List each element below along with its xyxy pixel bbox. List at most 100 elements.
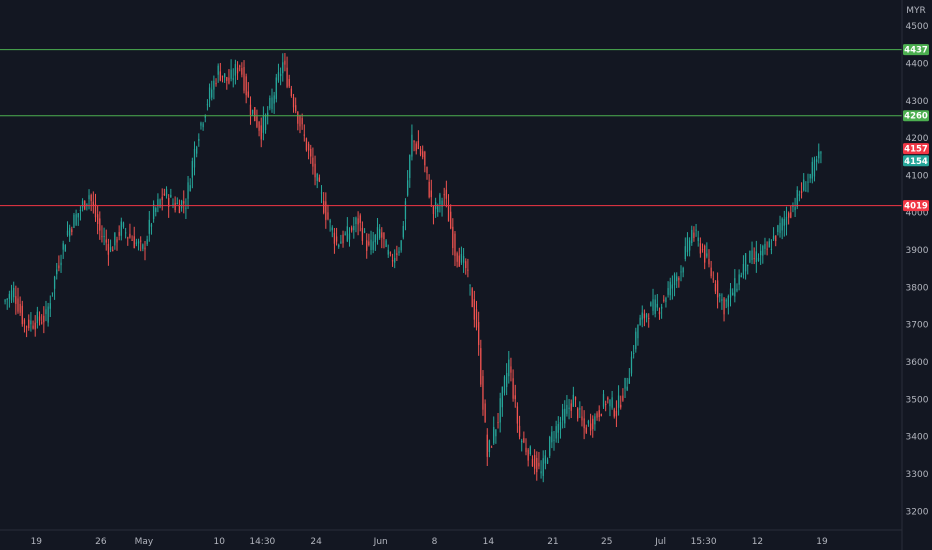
candle-body <box>749 250 751 263</box>
candle-body <box>51 292 54 294</box>
level-badge <box>903 110 929 122</box>
candle-body <box>213 80 215 90</box>
candle-body <box>191 161 194 178</box>
candle-body <box>236 67 239 74</box>
candle-body <box>15 296 17 304</box>
candle-body <box>333 232 336 244</box>
price-badge-label: 4157 <box>904 145 928 155</box>
candle-body <box>441 200 443 207</box>
price-axis[interactable]: MYR 3200 3300 3400 3500 3600 3700 3800 3900 4000… <box>906 6 929 517</box>
candle-body <box>170 194 172 198</box>
candle-body <box>637 324 639 339</box>
candle-body <box>305 138 308 151</box>
candle-body <box>585 427 587 433</box>
candle-body <box>180 200 183 209</box>
candle-body <box>372 241 374 250</box>
candle-body <box>329 220 331 223</box>
candle-body <box>101 236 103 238</box>
candle-body <box>654 299 656 314</box>
candle-body <box>223 73 226 78</box>
candle-body <box>443 194 445 196</box>
candle-body <box>118 232 120 236</box>
x-tick-label: 19 <box>31 537 43 547</box>
candle-body <box>297 112 299 124</box>
candle-body <box>643 313 646 319</box>
candle-body <box>318 177 321 182</box>
candle-body <box>426 166 428 173</box>
candle-body <box>770 248 773 250</box>
candle-body <box>239 65 241 67</box>
candle-body <box>370 239 372 251</box>
candle-body <box>348 233 351 240</box>
candle-body <box>140 240 142 242</box>
candle-body <box>310 148 312 157</box>
price-badge-label: 4154 <box>904 157 928 167</box>
candle-body <box>622 395 624 401</box>
candle-body <box>92 201 94 206</box>
level-badge <box>903 44 929 56</box>
candle-body <box>193 149 196 168</box>
candle-body <box>323 201 325 213</box>
candle-body <box>577 408 579 419</box>
candle-body <box>234 64 237 76</box>
candle-body <box>615 410 618 417</box>
candle-body <box>96 214 99 224</box>
candle-body <box>378 229 381 238</box>
candle-body <box>697 237 699 242</box>
candle-body <box>714 283 717 292</box>
candle-body <box>109 247 112 251</box>
candle-body <box>135 242 138 244</box>
candle-body <box>32 325 34 329</box>
candle-body <box>557 424 559 433</box>
candle-body <box>185 207 187 209</box>
candle-body <box>688 240 691 251</box>
candle-body <box>217 65 219 75</box>
candle-body <box>635 331 637 350</box>
candle-body <box>452 226 454 249</box>
candle-body <box>137 241 140 244</box>
candle-body <box>19 304 21 313</box>
candle-body <box>572 394 575 407</box>
candle-body <box>691 229 693 244</box>
candle-body <box>25 326 28 328</box>
candle-body <box>632 352 635 354</box>
y-tick-label: 3600 <box>906 358 929 368</box>
candle-body <box>60 262 62 266</box>
candle-body <box>525 447 527 453</box>
candle-body <box>445 189 448 199</box>
x-tick-label: 24 <box>310 537 322 547</box>
candle-body <box>107 244 110 255</box>
candle-body <box>458 255 460 267</box>
candle-body <box>94 203 97 218</box>
candle-body <box>335 236 338 242</box>
candle-body <box>363 231 366 233</box>
candle-body <box>800 191 803 194</box>
candle-body <box>47 306 49 323</box>
candle-body <box>684 246 686 260</box>
candle-body <box>391 259 394 262</box>
time-axis[interactable]: 19 26 May 10 14:30 24 Jun 8 14 21 25 Jul 15:30 12 19 <box>31 537 828 547</box>
candle-body <box>667 288 669 295</box>
x-tick-label: 21 <box>547 537 558 547</box>
candle-body <box>90 194 92 202</box>
candle-body <box>387 249 389 255</box>
candle-body <box>790 212 792 218</box>
candle-body <box>488 440 491 452</box>
candle-body <box>142 244 144 249</box>
candle-body <box>338 244 340 247</box>
candle-body <box>712 278 714 280</box>
candle-body <box>56 269 58 275</box>
candle-body <box>99 218 101 231</box>
candle-body <box>340 241 342 244</box>
y-tick-label: 4400 <box>906 59 929 69</box>
candle-body <box>587 421 590 424</box>
candle-body <box>721 299 723 301</box>
candle-body <box>598 410 600 418</box>
candle-body <box>613 409 615 417</box>
candle-body <box>727 295 730 307</box>
candle-body <box>641 312 643 320</box>
candle-body <box>251 109 254 114</box>
candle-body <box>561 409 564 421</box>
